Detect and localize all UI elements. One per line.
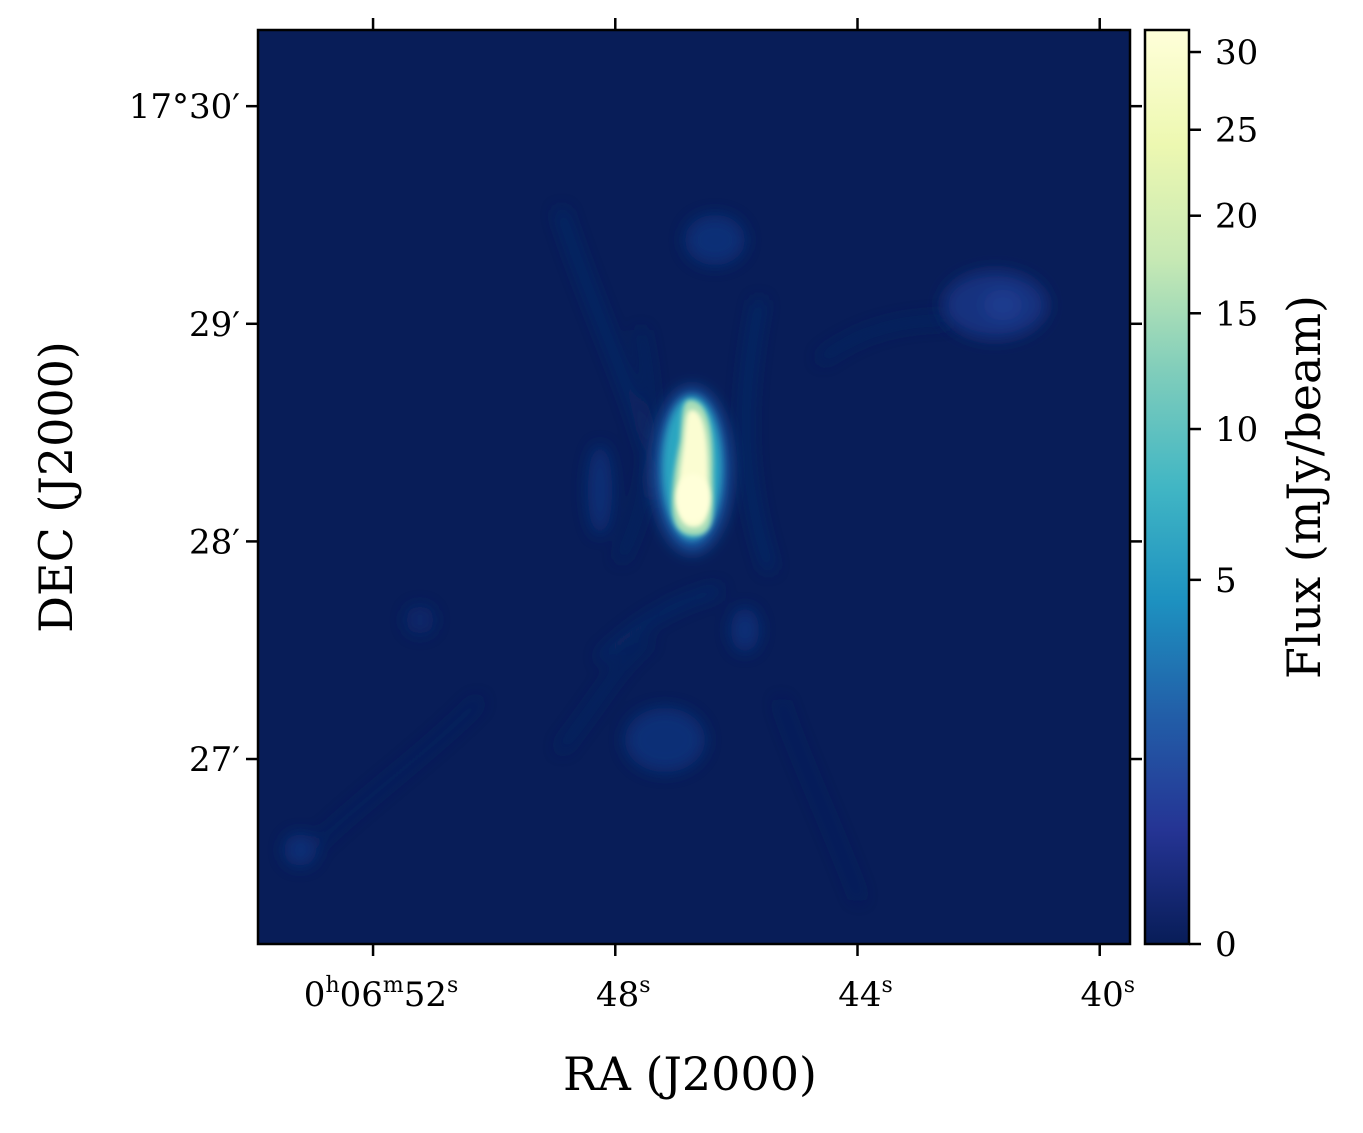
y-tick-label: 17°30′ bbox=[129, 87, 240, 127]
colorbar-tick-label: 10 bbox=[1215, 410, 1258, 450]
plot-frame bbox=[256, 28, 1132, 946]
y-axis-label: DEC (J2000) bbox=[29, 341, 83, 633]
heatmap-plot: 0h06m52s 48s 44s 40s 17°30′ 29′ 28′ 27′ RA (J2… bbox=[29, 18, 1142, 1101]
colorbar-tick-label: 25 bbox=[1215, 111, 1258, 151]
bright-source bbox=[654, 388, 730, 552]
colorbar-tick-label: 20 bbox=[1215, 197, 1258, 237]
x-axis-label: RA (J2000) bbox=[563, 1047, 817, 1101]
colorbar-frame bbox=[1143, 28, 1191, 946]
colorbar-tick-label: 15 bbox=[1215, 294, 1258, 334]
faint-artifacts bbox=[284, 208, 951, 902]
y-tick-label: 29′ bbox=[189, 305, 240, 345]
x-tick-label: 44s bbox=[838, 973, 893, 1015]
y-axis: 17°30′ 29′ 28′ 27′ bbox=[129, 87, 1142, 780]
x-axis: 0h06m52s 48s 44s 40s bbox=[304, 18, 1135, 1015]
colorbar-tick-label: 30 bbox=[1215, 33, 1258, 73]
x-tick-label: 0h06m52s bbox=[304, 973, 459, 1015]
y-tick-label: 28′ bbox=[189, 522, 240, 562]
colorbar: 0 5 10 15 20 25 30 Flux (mJy/beam) bbox=[1143, 28, 1331, 965]
y-tick-label: 27′ bbox=[189, 740, 240, 780]
colorbar-tick-label: 0 bbox=[1215, 925, 1237, 965]
colorbar-label: Flux (mJy/beam) bbox=[1277, 295, 1331, 679]
x-tick-label: 40s bbox=[1080, 973, 1135, 1015]
faint-source bbox=[943, 271, 1047, 339]
colorbar-ticks: 0 5 10 15 20 25 30 bbox=[1189, 33, 1258, 965]
colorbar-fill bbox=[1145, 30, 1189, 944]
x-tick-label: 48s bbox=[596, 973, 651, 1015]
colorbar-tick-label: 5 bbox=[1215, 561, 1237, 601]
